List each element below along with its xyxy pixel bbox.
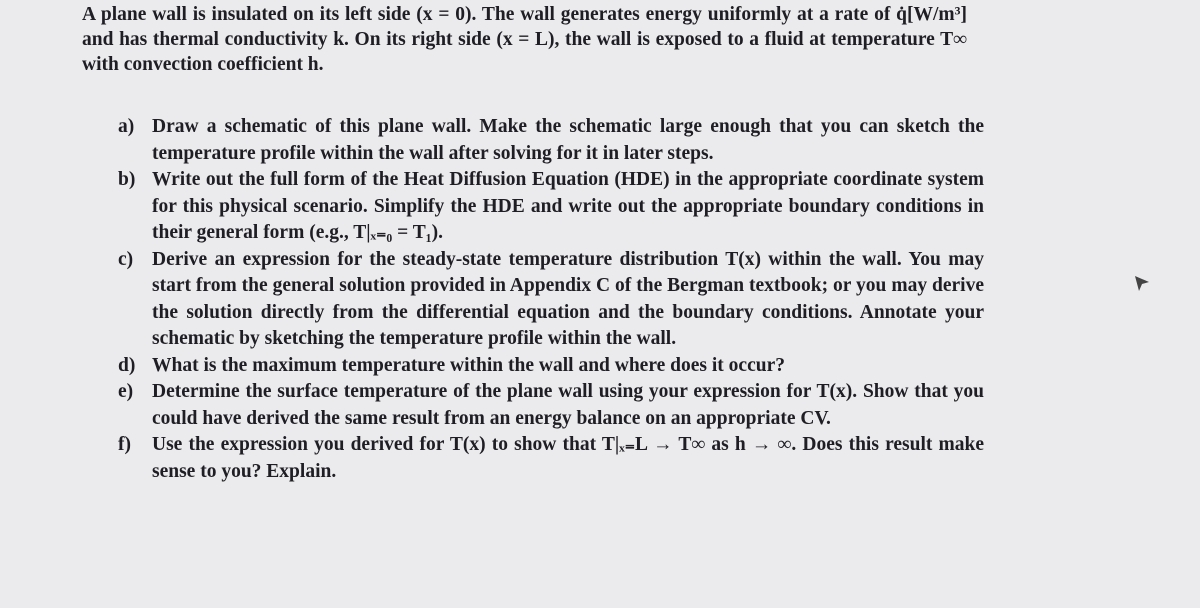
list-item: e) Determine the surface temperature of t… bbox=[118, 379, 984, 432]
item-text: Derive an expression for the steady-stat… bbox=[152, 248, 984, 350]
item-text: Write out the full form of the Heat Diff… bbox=[152, 169, 984, 243]
list-item: b) Write out the full form of the Heat Di… bbox=[118, 167, 984, 247]
list-item: d) What is the maximum temperature within… bbox=[118, 353, 984, 380]
list-item: c) Derive an expression for the steady-st… bbox=[118, 247, 984, 353]
list-item: a) Draw a schematic of this plane wall. M… bbox=[118, 114, 984, 167]
item-text: Use the expression you derived for T(x) … bbox=[152, 434, 984, 482]
item-list: a) Draw a schematic of this plane wall. M… bbox=[118, 114, 984, 485]
list-item: f) Use the expression you derived for T(x… bbox=[118, 432, 984, 485]
item-label: c) bbox=[118, 248, 134, 270]
intro: A plane wall is insulated on its left si… bbox=[82, 4, 967, 75]
item-label: b) bbox=[118, 169, 136, 190]
item-text: What is the maximum temperature within t… bbox=[152, 354, 785, 376]
item-text: Draw a schematic of this plane wall. Mak… bbox=[152, 116, 984, 164]
cursor bbox=[1135, 276, 1149, 291]
item-text: Determine the surface temperature of the… bbox=[152, 381, 984, 429]
item-label: e) bbox=[118, 381, 134, 402]
item-label: f) bbox=[118, 434, 131, 455]
item-label: a) bbox=[118, 116, 135, 137]
item-label: d) bbox=[118, 354, 136, 376]
